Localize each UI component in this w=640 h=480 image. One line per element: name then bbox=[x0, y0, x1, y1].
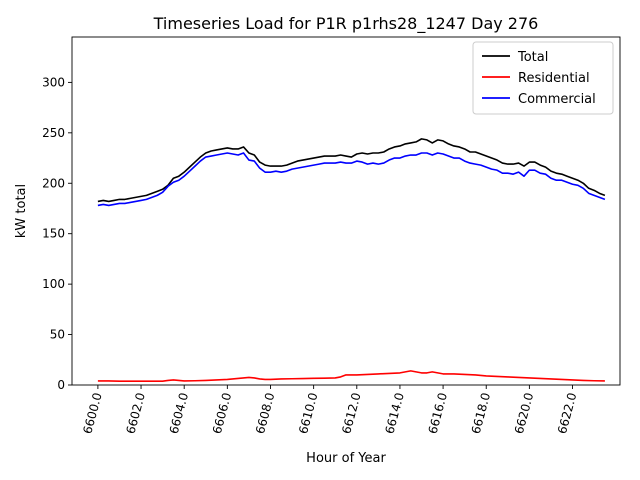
chart-title: Timeseries Load for P1R p1rhs28_1247 Day… bbox=[153, 14, 539, 34]
legend-label-total: Total bbox=[517, 50, 548, 65]
x-axis-label: Hour of Year bbox=[306, 451, 386, 466]
y-tick-label: 300 bbox=[42, 75, 65, 89]
y-tick-label: 200 bbox=[42, 176, 65, 190]
legend-label-residential: Residential bbox=[518, 71, 590, 86]
y-tick-label: 0 bbox=[57, 378, 65, 392]
legend-box bbox=[472, 41, 614, 115]
y-axis-label: kW total bbox=[14, 184, 29, 238]
series-line-total bbox=[97, 138, 606, 203]
y-tick-label: 250 bbox=[42, 126, 65, 140]
series-line-residential bbox=[97, 370, 605, 382]
axes-frame bbox=[71, 36, 621, 386]
y-tick-label: 150 bbox=[42, 227, 65, 241]
y-tick-label: 50 bbox=[50, 328, 65, 342]
y-tick-label: 100 bbox=[42, 277, 65, 291]
series-line-commercial bbox=[97, 152, 606, 207]
legend-label-commercial: Commercial bbox=[518, 92, 596, 107]
legend: Total Residential Commercial bbox=[472, 41, 614, 115]
